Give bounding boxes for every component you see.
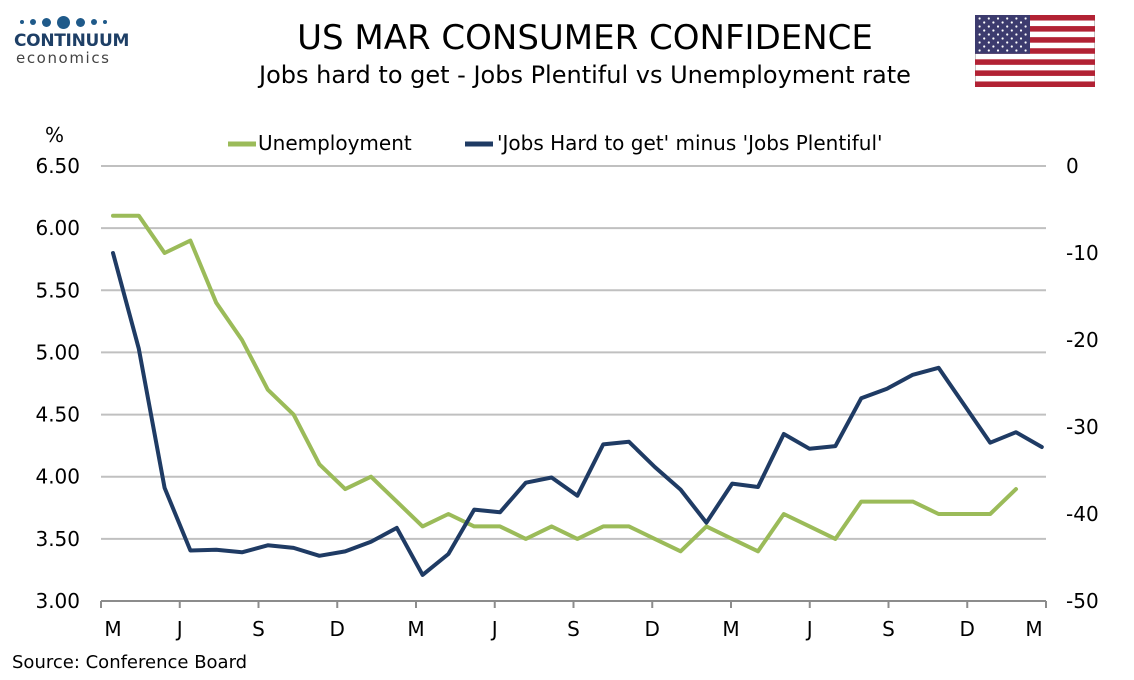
y-left-tick-label: 4.00 bbox=[35, 465, 80, 489]
y-left-tick-label: 5.00 bbox=[35, 340, 80, 364]
y-left-tick-label: 4.50 bbox=[35, 403, 80, 427]
y-right-tick-label: -40 bbox=[1066, 502, 1099, 526]
y-right-tick-label: -20 bbox=[1066, 328, 1099, 352]
legend-label: Unemployment bbox=[258, 131, 412, 155]
y-right-tick-label: 0 bbox=[1066, 154, 1079, 178]
x-tick-label: S bbox=[567, 617, 580, 641]
brand-logo: CONTINUUM economics bbox=[14, 14, 144, 67]
logo-dots bbox=[14, 14, 144, 30]
x-tick-label: S bbox=[252, 617, 265, 641]
y-left-tick-label: 6.50 bbox=[35, 154, 80, 178]
series-line-unemployment bbox=[111, 213, 1018, 554]
x-tick-label: D bbox=[645, 617, 660, 641]
y-left-tick-label: 3.00 bbox=[35, 589, 80, 613]
brand-tagline: economics bbox=[16, 49, 111, 67]
source-note: Source: Conference Board bbox=[12, 652, 248, 673]
legend: Unemployment 'Jobs Hard to get' minus 'Jo… bbox=[228, 131, 883, 155]
y-left-tick-label: 6.00 bbox=[35, 216, 80, 240]
x-tick-label: D bbox=[960, 617, 975, 641]
us-flag-icon bbox=[975, 15, 1095, 87]
x-tick-label: J bbox=[805, 617, 813, 641]
series-line-jobs-hard-minus-plentiful bbox=[111, 251, 1044, 577]
axes: 3.00 3.50 4.00 4.50 5.00 5.50 6.00 6.50 -50 -40 -3… bbox=[35, 154, 1098, 641]
y-right-tick-label: -10 bbox=[1066, 241, 1099, 265]
x-tick-label: M bbox=[722, 617, 739, 641]
gridlines bbox=[101, 165, 1046, 540]
left-axis-unit-label: % bbox=[45, 123, 64, 147]
x-tick-label: M bbox=[104, 617, 121, 641]
y-left-tick-label: 5.50 bbox=[35, 278, 80, 302]
legend-label: 'Jobs Hard to get' minus 'Jobs Plentiful… bbox=[497, 131, 883, 155]
brand-name: CONTINUUM bbox=[14, 31, 130, 51]
x-tick-label: J bbox=[490, 617, 498, 641]
y-right-tick-label: -30 bbox=[1066, 415, 1099, 439]
chart-subtitle: Jobs hard to get - Jobs Plentiful vs Une… bbox=[259, 61, 911, 89]
x-tick-label: D bbox=[330, 617, 345, 641]
series-lines bbox=[111, 213, 1044, 577]
x-tick-label: J bbox=[175, 617, 183, 641]
y-right-tick-label: -50 bbox=[1066, 589, 1099, 613]
chart-title: US MAR CONSUMER CONFIDENCE bbox=[297, 18, 873, 58]
x-tick-label: S bbox=[882, 617, 895, 641]
x-tick-label: M bbox=[407, 617, 424, 641]
y-left-tick-label: 3.50 bbox=[35, 527, 80, 551]
x-tick-label: M bbox=[1025, 617, 1042, 641]
